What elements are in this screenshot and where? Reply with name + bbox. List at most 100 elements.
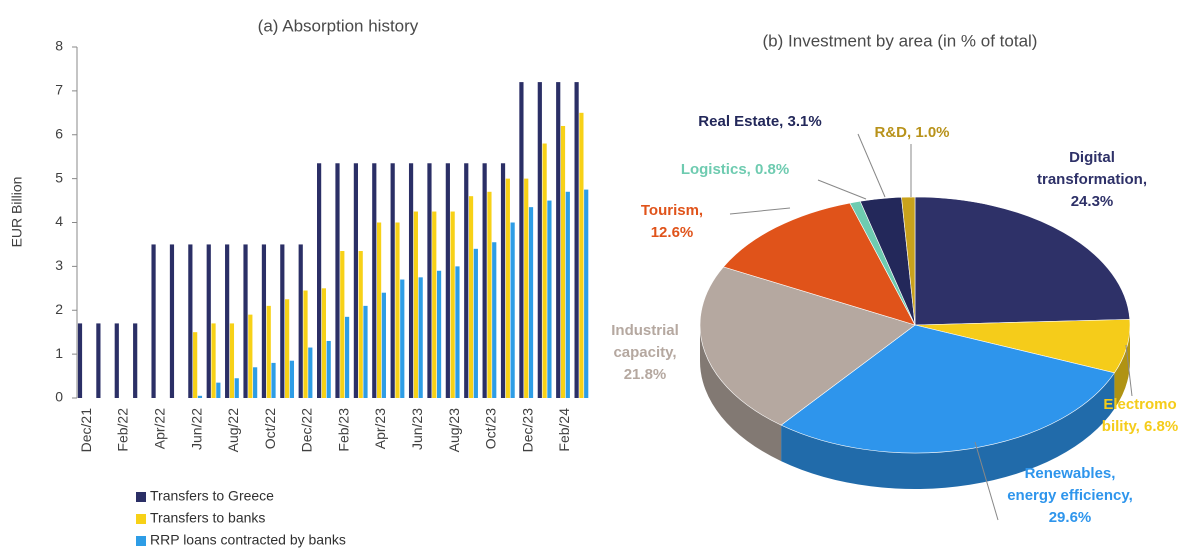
bar: [253, 367, 258, 398]
bar: [427, 163, 432, 398]
slice-side: [699, 325, 782, 462]
bar: [151, 244, 156, 398]
chart-title: (b) Investment by area (in % of total): [763, 31, 1038, 50]
bar: [335, 163, 340, 398]
data-label: 12.6%: [651, 224, 694, 241]
bar: [326, 340, 331, 398]
legend-swatch: [136, 536, 146, 546]
bar: [381, 292, 386, 398]
bar: [450, 211, 455, 398]
pie-sides: [699, 325, 1130, 489]
bar: [211, 323, 216, 398]
bar: [445, 163, 450, 398]
x-tick-label: Jun/23: [409, 408, 425, 450]
legend-swatch: [136, 514, 146, 524]
bar: [353, 163, 358, 398]
bar: [579, 112, 584, 398]
data-label: 24.3%: [1071, 193, 1114, 210]
x-tick-label: Feb/22: [115, 408, 131, 452]
x-tick-label: Dec/23: [519, 408, 535, 453]
bar: [500, 163, 506, 398]
bar: [229, 323, 235, 398]
bar: [133, 323, 138, 398]
bar: [303, 290, 308, 398]
leader-line: [817, 179, 867, 200]
bar: [372, 163, 377, 398]
bar: [482, 163, 487, 398]
leader-line: [857, 133, 886, 198]
bar: [266, 305, 271, 398]
x-tick-label: Oct/22: [262, 408, 278, 449]
data-label: Industrial: [611, 322, 679, 339]
slice-side: [1114, 325, 1130, 409]
legend-label: RRP loans contracted by banks: [150, 532, 346, 548]
bar: [468, 196, 474, 398]
bar: [197, 395, 203, 398]
bar: [340, 251, 345, 398]
bar: [363, 305, 368, 398]
bar: [413, 211, 418, 398]
bar: [418, 277, 423, 398]
slice: [699, 266, 916, 426]
bar: [455, 266, 460, 398]
bar: [206, 244, 211, 398]
bar: [537, 82, 542, 398]
data-label: R&D, 1.0%: [874, 124, 949, 141]
bar: [285, 299, 290, 398]
bar: [390, 163, 395, 398]
data-label: Renewables,: [1025, 465, 1116, 482]
leader-line: [729, 207, 791, 215]
bar: [574, 82, 579, 398]
bar: [344, 316, 350, 398]
legend-label: Transfers to Greece: [150, 488, 274, 504]
bar: [584, 189, 589, 398]
x-tick-label: Dec/22: [299, 408, 315, 453]
bar: [234, 378, 239, 398]
data-label: 21.8%: [624, 366, 667, 383]
bar: [261, 244, 267, 398]
bar: [321, 288, 327, 398]
x-tick-label: Dec/21: [78, 408, 94, 453]
bar: [225, 244, 230, 398]
y-tick-label: 2: [55, 301, 63, 317]
bar: [565, 191, 570, 398]
y-axis-label: EUR Billion: [9, 177, 25, 248]
bar: [169, 244, 175, 398]
data-label: bility, 6.8%: [1102, 418, 1178, 435]
y-tick-label: 8: [55, 38, 63, 54]
bar: [216, 382, 221, 398]
bar: [464, 163, 469, 398]
bar: [473, 248, 478, 398]
slice: [914, 196, 1131, 326]
y-tick-label: 1: [55, 345, 63, 361]
x-tick-label: Aug/22: [225, 408, 241, 453]
legend-label: Transfers to banks: [150, 510, 265, 526]
bar: [280, 244, 285, 398]
bar: [542, 143, 547, 398]
y-tick-label: 0: [55, 389, 63, 405]
x-tick-label: Aug/23: [446, 408, 462, 453]
x-tick-label: Feb/23: [335, 408, 351, 452]
bar: [395, 222, 400, 398]
bar: [492, 242, 497, 398]
slice: [722, 202, 916, 326]
y-tick-label: 7: [55, 82, 63, 98]
bar: [560, 125, 566, 398]
bar: [271, 362, 276, 398]
data-label: Digital: [1069, 149, 1115, 166]
x-tick-label: Oct/23: [483, 408, 499, 449]
data-label: Real Estate, 3.1%: [698, 113, 821, 130]
bar: [547, 200, 552, 398]
bar: [436, 270, 442, 398]
bar: [317, 163, 322, 398]
data-label: Electromo: [1103, 396, 1176, 413]
bar: [524, 178, 529, 398]
bar: [505, 178, 510, 398]
slice: [901, 196, 916, 326]
bar: [96, 323, 101, 398]
bar: [114, 323, 119, 398]
x-tick-label: Apr/22: [151, 408, 167, 449]
y-tick-label: 5: [55, 169, 63, 185]
chart-title: (a) Absorption history: [258, 16, 419, 35]
